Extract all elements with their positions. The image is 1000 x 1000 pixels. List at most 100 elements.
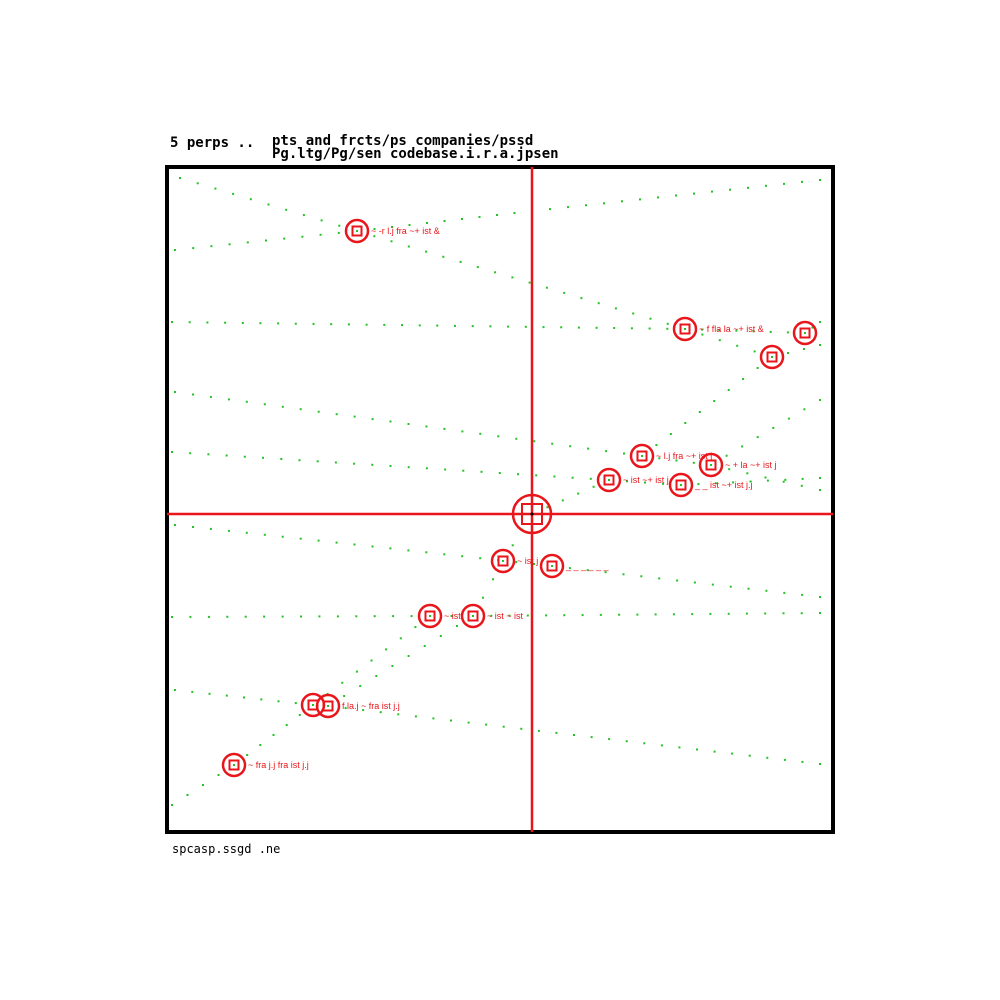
trail-dot — [344, 707, 347, 710]
trail-dot — [207, 453, 210, 456]
trail-dot — [684, 422, 687, 424]
trail-dot — [246, 754, 249, 756]
target-square — [766, 351, 778, 363]
trail-dot — [373, 615, 376, 618]
trail-dot — [549, 208, 551, 211]
track-trail — [174, 230, 358, 251]
trail-dot — [701, 328, 704, 331]
trail-dot — [228, 243, 231, 246]
trail-dot — [623, 452, 625, 455]
trail-dot — [379, 711, 382, 714]
trail-dot — [801, 477, 804, 480]
trail-dot — [479, 557, 482, 560]
trail-dot — [731, 752, 734, 755]
trail-dot — [764, 476, 767, 479]
trail-dot — [330, 323, 333, 326]
target-marker[interactable]: _ _ _ _ _ _ — [539, 553, 610, 579]
trail-dot — [782, 612, 785, 615]
trail-dot — [528, 281, 531, 284]
target-marker[interactable] — [759, 344, 785, 370]
track-trail — [771, 344, 821, 358]
trail-dot — [370, 659, 373, 662]
target-marker[interactable]: ~ l.j fra ~+ ist j — [629, 443, 712, 469]
trail-dot — [407, 549, 410, 552]
trail-dot — [747, 186, 749, 189]
trail-dot — [407, 466, 410, 469]
trail-dot — [752, 330, 755, 333]
trail-dot — [356, 230, 358, 232]
target-marker[interactable]: ~ + la ~+ ist j — [698, 452, 777, 478]
trail-dot — [649, 317, 652, 320]
trail-dot — [626, 480, 628, 483]
target-label: ~ ist — [444, 611, 461, 621]
trail-dot — [436, 324, 439, 327]
trail-dot — [480, 470, 483, 473]
trail-dot — [355, 615, 358, 618]
trail-dot — [691, 613, 694, 616]
target-marker[interactable]: f la.j ~ fra ist j.j — [315, 693, 400, 719]
target-marker[interactable]: ~ ist ~ ist — [460, 603, 524, 629]
own-ship-marker[interactable] — [511, 493, 553, 535]
trail-dot — [442, 255, 445, 258]
trail-dot — [192, 526, 194, 528]
track-trail — [171, 451, 610, 481]
trail-dot — [747, 587, 750, 590]
trail-dot — [801, 760, 804, 763]
target-marker[interactable] — [792, 320, 818, 346]
trail-dot — [425, 425, 428, 428]
trail-dot — [209, 527, 212, 530]
target-square — [351, 225, 363, 237]
trail-dot — [684, 328, 686, 330]
trail-dot — [391, 226, 393, 228]
header-right-line2: Pg.ltg/Pg/sen codebase.i.r.a.jpsen — [272, 146, 559, 162]
target-marker[interactable]: ~ ist j — [490, 548, 538, 574]
trail-dot — [414, 626, 417, 629]
trail-dot — [362, 709, 365, 712]
target-marker[interactable]: ~ -r l.j fra ~+ ist & — [344, 218, 440, 244]
trail-dot — [246, 241, 249, 244]
trail-dot — [191, 690, 194, 693]
trail-dot — [603, 202, 605, 205]
trail-dot — [443, 553, 446, 556]
trail-dot — [819, 612, 821, 614]
trail-dot — [535, 474, 538, 477]
target-ring — [759, 344, 785, 370]
trail-dot — [285, 724, 288, 726]
target-marker[interactable]: ~ f fla la ~+ ist & — [672, 316, 764, 342]
trail-dot — [389, 547, 392, 550]
target-marker[interactable]: _ _ ist ~+ ist j.j — [668, 472, 753, 498]
trail-dot — [371, 463, 374, 466]
trail-dot — [390, 240, 393, 243]
track-trail — [179, 177, 358, 232]
trail-dot — [614, 307, 617, 310]
target-marker[interactable]: ~ ist — [417, 603, 461, 629]
trail-dot — [267, 203, 270, 206]
trail-dot — [245, 400, 248, 403]
target-marker[interactable]: ~ fra j.j fra ist j.j — [221, 752, 309, 778]
track-trail — [174, 689, 314, 706]
track-trail — [356, 230, 686, 330]
trail-dot — [643, 742, 646, 745]
trail-dot — [709, 612, 712, 615]
trail-dot — [472, 615, 474, 617]
target-ring — [668, 472, 694, 498]
trail-dot — [599, 613, 602, 616]
target-ring — [792, 320, 818, 346]
trail-dot — [766, 756, 769, 759]
trail-dot — [337, 231, 340, 234]
trail-dot — [648, 327, 651, 330]
trail-dot — [209, 395, 212, 398]
target-marker[interactable]: ~ ist ~+ ist j — [596, 467, 669, 493]
trail-dot — [277, 700, 280, 703]
trail-dot — [811, 326, 814, 329]
trail-dot — [281, 405, 284, 408]
trail-dot — [553, 475, 556, 478]
trail-dot — [800, 484, 803, 487]
trail-dot — [450, 719, 452, 722]
trail-dot — [224, 321, 227, 324]
trail-dot — [425, 467, 428, 470]
trail-dot — [202, 784, 204, 786]
trail-dot — [756, 436, 759, 439]
trail-dot — [713, 400, 716, 402]
